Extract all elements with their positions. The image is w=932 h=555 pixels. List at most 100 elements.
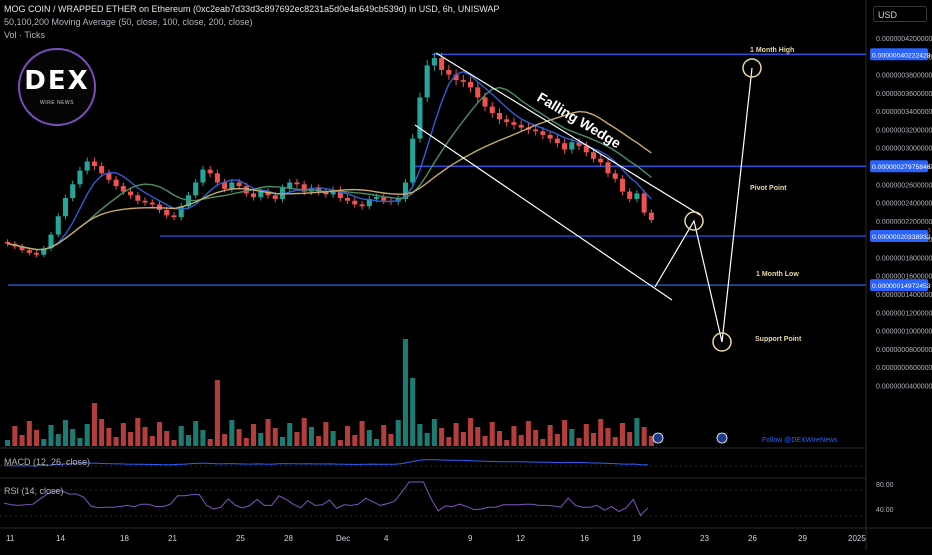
- candle-body: [106, 173, 112, 180]
- y-tick-label: 0.0000000400000: [876, 383, 932, 390]
- volume-bar: [352, 435, 358, 446]
- volume-bar: [142, 427, 148, 446]
- volume-bar: [84, 424, 90, 446]
- price-badge: [870, 230, 928, 243]
- candle-body: [569, 142, 575, 150]
- volume-bar: [641, 427, 647, 446]
- volume-bar: [272, 428, 278, 446]
- volume-bar: [482, 436, 488, 446]
- candle-body: [482, 97, 488, 107]
- candle-body: [178, 206, 184, 218]
- y-tick-label: 0.0000001200000: [876, 310, 932, 317]
- volume-bar: [222, 434, 228, 446]
- candle-body: [410, 138, 416, 183]
- x-tick-label: 14: [56, 534, 65, 543]
- ma-indicator-label[interactable]: 50,100,200 Moving Average (50, close, 10…: [4, 17, 253, 27]
- volume-bar: [62, 420, 69, 446]
- volume-bar: [120, 423, 126, 446]
- candle-body: [583, 145, 589, 153]
- volume-bar: [12, 426, 18, 446]
- wedge-lower-line: [414, 124, 673, 301]
- x-tick-label: 4: [384, 534, 389, 543]
- y-tick-label: 0.0000003200000: [876, 127, 932, 134]
- target-circle: [712, 332, 732, 352]
- currency-selector[interactable]: USD: [873, 6, 927, 22]
- candle-body: [113, 179, 119, 187]
- volume-indicator-label[interactable]: Vol · Ticks: [4, 30, 46, 40]
- volume-bar: [590, 433, 597, 446]
- candle-body: [431, 58, 437, 66]
- volume-bar: [612, 437, 618, 446]
- candle-body: [634, 193, 640, 199]
- candle-body: [533, 129, 539, 132]
- x-tick-label: 18: [120, 534, 129, 543]
- candle-body: [99, 166, 105, 174]
- candle-body: [381, 197, 387, 201]
- annotation-label: Pivot Point: [750, 185, 787, 192]
- target-circle: [684, 211, 704, 231]
- volume-bar: [627, 432, 633, 446]
- volume-bar: [287, 423, 293, 446]
- candle-body: [19, 246, 25, 251]
- rsi-label[interactable]: RSI (14, close): [4, 486, 64, 496]
- candle-body: [164, 209, 170, 216]
- logo-sub-text: WIRE NEWS: [40, 100, 74, 106]
- price-badge-text: 0.0000002797584​6: [872, 164, 931, 171]
- volume-bar: [323, 422, 329, 446]
- volume-bar: [91, 403, 97, 446]
- volume-bar: [5, 440, 11, 446]
- volume-bar: [381, 425, 387, 446]
- volume-bar: [316, 436, 322, 446]
- y-tick-label: 0.0000000800000: [876, 347, 932, 354]
- candle-body: [294, 182, 300, 185]
- candle-body: [251, 193, 257, 198]
- projection-path: [654, 67, 753, 343]
- volume-bar: [373, 439, 380, 446]
- candle-body: [229, 182, 235, 189]
- volume-bar: [236, 429, 242, 446]
- y-tick-label: 0.0000002400000: [876, 201, 932, 208]
- candle-body: [91, 161, 97, 166]
- volume-bar: [106, 428, 112, 446]
- candle-body: [475, 87, 481, 98]
- candle-body: [627, 191, 633, 199]
- volume-bar: [410, 378, 416, 446]
- candle-body: [424, 65, 430, 98]
- macd-label[interactable]: MACD (12, 26, close): [4, 457, 91, 467]
- candle-body: [373, 197, 380, 199]
- volume-bar: [135, 418, 141, 446]
- y-tick-label: 0.0000003600000: [876, 91, 932, 98]
- volume-bar: [200, 430, 206, 446]
- rsi-line: [3, 481, 649, 517]
- price-badge-text: 0.0000001497245​3: [872, 283, 931, 290]
- volume-bar: [540, 439, 546, 446]
- symbol-title[interactable]: MOG COIN / WRAPPED ETHER on Ethereum (0x…: [4, 4, 500, 14]
- volume-bar: [598, 419, 604, 446]
- volume-bar: [207, 439, 213, 446]
- follow-label: Follow @DEXWireNews: [762, 437, 838, 444]
- x-tick-label: 19: [632, 534, 641, 543]
- y-tick-label: 0.0000004200000: [876, 36, 932, 43]
- candle-body: [590, 152, 597, 159]
- volume-bar: [496, 431, 503, 446]
- candle-body: [120, 186, 126, 192]
- event-flag-icon: [716, 432, 728, 444]
- volume-bar: [258, 433, 264, 446]
- volume-bar: [569, 429, 575, 446]
- y-tick-label: 0.0000000600000: [876, 365, 932, 372]
- volume-bar: [395, 420, 401, 446]
- volume-bar: [185, 435, 191, 446]
- volume-bar: [308, 427, 314, 446]
- candle-body: [171, 215, 177, 218]
- volume-bar: [128, 432, 134, 446]
- volume-bar: [475, 427, 481, 446]
- volume-bar: [77, 438, 83, 446]
- candle-body: [26, 250, 32, 253]
- volume-bar: [634, 418, 640, 446]
- price-badge-text: 0.0000004022242​8: [872, 52, 931, 59]
- volume-bar: [156, 422, 163, 446]
- volume-bar: [576, 438, 582, 446]
- candle-body: [323, 191, 329, 195]
